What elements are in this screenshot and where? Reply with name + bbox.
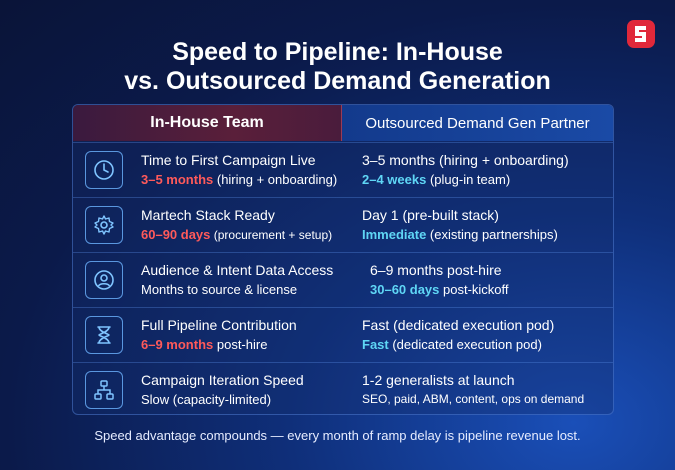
title-line-2: vs. Outsourced Demand Generation (124, 67, 551, 95)
header-outsourced: Outsourced Demand Gen Partner (342, 105, 613, 141)
row-label: Campaign Iteration Speed (141, 372, 304, 388)
gear-icon (85, 206, 123, 244)
row-label: Time to First Campaign Live (141, 152, 316, 168)
outsourced-value: 30–60 days post-kickoff (370, 282, 509, 297)
outsourced-line-1: Fast (dedicated execution pod) (362, 317, 555, 333)
outsourced-value: 2–4 weeks (plug-in team) (362, 172, 511, 187)
brand-logo (627, 20, 655, 48)
table-row: Audience & Intent Data Access Months to … (73, 252, 613, 307)
hourglass-icon (85, 316, 123, 354)
outsourced-line-1: 1-2 generalists at launch (362, 372, 515, 388)
inhouse-value: Months to source & license (141, 282, 298, 297)
comparison-table: In-House Team Outsourced Demand Gen Part… (72, 104, 614, 415)
table-row: Martech Stack Ready 60–90 days (procurem… (73, 197, 613, 252)
s-logo-icon (635, 26, 646, 42)
inhouse-value: 6–9 months post-hire (141, 337, 268, 352)
inhouse-value: Slow (capacity-limited) (141, 392, 272, 407)
outsourced-line-1: 6–9 months post-hire (370, 262, 502, 278)
table-row: Campaign Iteration Speed Slow (capacity-… (73, 362, 613, 414)
footer-note: Speed advantage compounds — every month … (94, 428, 581, 443)
outsourced-value: Immediate (existing partnerships) (362, 227, 558, 242)
row-label: Martech Stack Ready (141, 207, 275, 223)
outsourced-line-2: SEO, paid, ABM, content, ops on demand (362, 392, 585, 406)
row-label: Full Pipeline Contribution (141, 317, 297, 333)
table-row: Time to First Campaign Live 3–5 months (… (73, 142, 613, 197)
inhouse-value: 3–5 months (hiring + onboarding) (141, 172, 338, 187)
outsourced-value: Fast (dedicated execution pod) (362, 337, 542, 352)
outsourced-line-1: 3–5 months (hiring + onboarding) (362, 152, 569, 168)
inhouse-value: 60–90 days (procurement + setup) (141, 227, 333, 242)
page-title: Speed to Pipeline: In-House vs. Outsourc… (0, 38, 675, 96)
table-header: In-House Team Outsourced Demand Gen Part… (73, 105, 613, 141)
table-row: Full Pipeline Contribution 6–9 months po… (73, 307, 613, 362)
outsourced-line-1: Day 1 (pre-built stack) (362, 207, 499, 223)
title-line-1: Speed to Pipeline: In-House (172, 38, 503, 66)
network-icon (85, 371, 123, 409)
clock-icon (85, 151, 123, 189)
row-label: Audience & Intent Data Access (141, 262, 334, 278)
header-inhouse: In-House Team (73, 105, 342, 141)
user-icon (85, 261, 123, 299)
